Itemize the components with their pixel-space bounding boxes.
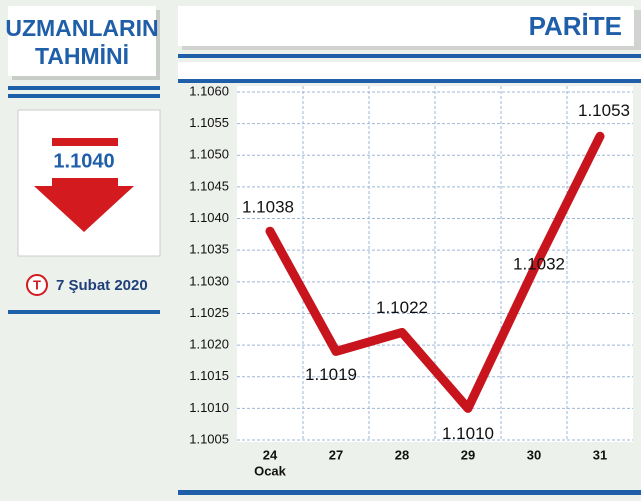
x-month-label: Ocak: [254, 463, 287, 478]
y-tick-label: 1.1020: [189, 337, 229, 352]
y-tick-label: 1.1015: [189, 368, 229, 383]
forecast-date: 7 Şubat 2020: [56, 277, 148, 294]
data-label: 1.1032: [513, 255, 565, 274]
x-tick-label: 27: [329, 447, 343, 462]
y-tick-label: 1.1050: [189, 147, 229, 162]
header-box: [8, 6, 156, 76]
logo-text: T: [33, 277, 41, 292]
data-label: 1.1019: [305, 365, 357, 384]
stripe: [178, 54, 641, 58]
forecast-box: [17, 109, 161, 257]
data-label: 1.1010: [442, 424, 494, 443]
y-tick-label: 1.1025: [189, 305, 229, 320]
stripe: [8, 94, 160, 98]
y-tick-label: 1.1040: [189, 210, 229, 225]
y-tick-label: 1.1035: [189, 242, 229, 257]
title-box: [178, 6, 634, 46]
arrow-bar: [52, 138, 118, 146]
stripe: [178, 490, 641, 495]
forecast-value: 1.1040: [53, 150, 114, 172]
x-tick-label: 24: [263, 447, 278, 462]
x-tick-label: 30: [527, 447, 541, 462]
y-tick-label: 1.1045: [189, 178, 229, 193]
chart-title: PARİTE: [529, 11, 622, 41]
data-label: 1.1038: [242, 198, 294, 217]
stripe: [8, 86, 160, 90]
stripe: [8, 310, 160, 314]
x-tick-label: 31: [593, 447, 607, 462]
logo: [26, 274, 48, 296]
y-tick-label: 1.1005: [189, 431, 229, 446]
data-label: 1.1022: [376, 298, 428, 317]
y-tick-label: 1.1055: [189, 115, 229, 130]
y-tick-label: 1.1010: [189, 400, 229, 415]
x-tick-label: 29: [461, 447, 475, 462]
stripe: [178, 79, 641, 83]
stripe-band: [178, 62, 641, 79]
forecast-title: TAHMİNİ: [35, 43, 129, 69]
y-tick-label: 1.1030: [189, 273, 229, 288]
line: [265, 131, 605, 413]
x-tick-label: 28: [395, 447, 409, 462]
data-label: 1.1053: [578, 101, 630, 120]
down-arrow: [34, 178, 134, 232]
y-tick-label: 1.1060: [189, 83, 229, 98]
forecast-title: UZMANLARIN: [5, 15, 158, 41]
